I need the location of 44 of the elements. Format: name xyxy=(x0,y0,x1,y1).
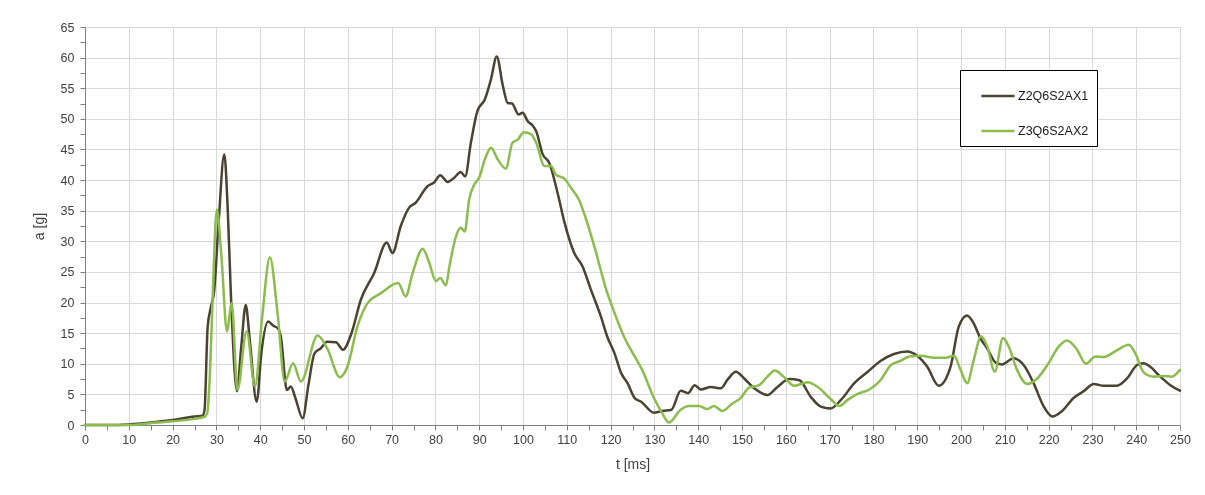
x-tick-label: 0 xyxy=(82,432,90,447)
y-tick-label: 60 xyxy=(60,51,75,66)
x-tick-label: 150 xyxy=(732,432,753,447)
x-tick-label: 90 xyxy=(472,432,487,447)
legend-label: Z2Q6S2AX1 xyxy=(1018,89,1089,103)
y-tick-label: 0 xyxy=(67,418,75,433)
x-axis-title: t [ms] xyxy=(615,456,651,472)
y-tick-label: 10 xyxy=(60,357,75,372)
x-tick-label: 60 xyxy=(341,432,356,447)
x-tick-label: 170 xyxy=(819,432,841,447)
x-tick-label: 80 xyxy=(428,432,443,447)
x-tick-label: 120 xyxy=(600,432,622,447)
y-tick-label: 20 xyxy=(60,296,75,311)
x-tick-label: 140 xyxy=(688,432,710,447)
y-tick-label: 30 xyxy=(60,234,75,249)
y-tick-label: 5 xyxy=(67,387,75,402)
y-tick-label: 50 xyxy=(60,112,75,127)
x-tick-label: 230 xyxy=(1082,432,1104,447)
y-tick-label: 15 xyxy=(60,326,75,341)
x-tick-label: 30 xyxy=(209,432,224,447)
x-tick-label: 200 xyxy=(951,432,972,447)
x-tick-label: 210 xyxy=(994,432,1016,447)
x-tick-label: 240 xyxy=(1126,432,1148,447)
y-tick-label: 65 xyxy=(60,20,75,35)
x-tick-label: 220 xyxy=(1038,432,1060,447)
x-tick-label: 250 xyxy=(1170,432,1191,447)
y-tick-label: 25 xyxy=(60,265,75,280)
legend-label: Z3Q6S2AX2 xyxy=(1018,124,1089,138)
y-tick-label: 40 xyxy=(60,173,75,188)
x-tick-label: 10 xyxy=(122,432,137,447)
x-tick-label: 110 xyxy=(557,432,578,447)
x-tick-label: 130 xyxy=(644,432,666,447)
x-tick-label: 70 xyxy=(385,432,400,447)
x-tick-label: 190 xyxy=(907,432,929,447)
x-tick-label: 180 xyxy=(863,432,885,447)
x-tick-label: 40 xyxy=(253,432,268,447)
y-tick-label: 35 xyxy=(60,204,75,219)
x-tick-label: 160 xyxy=(775,432,797,447)
x-tick-label: 20 xyxy=(166,432,181,447)
y-tick-label: 55 xyxy=(60,81,75,96)
x-tick-label: 100 xyxy=(513,432,534,447)
y-tick-label: 45 xyxy=(60,142,75,157)
y-axis-title: a [g] xyxy=(30,212,47,241)
x-tick-label: 50 xyxy=(297,432,312,447)
